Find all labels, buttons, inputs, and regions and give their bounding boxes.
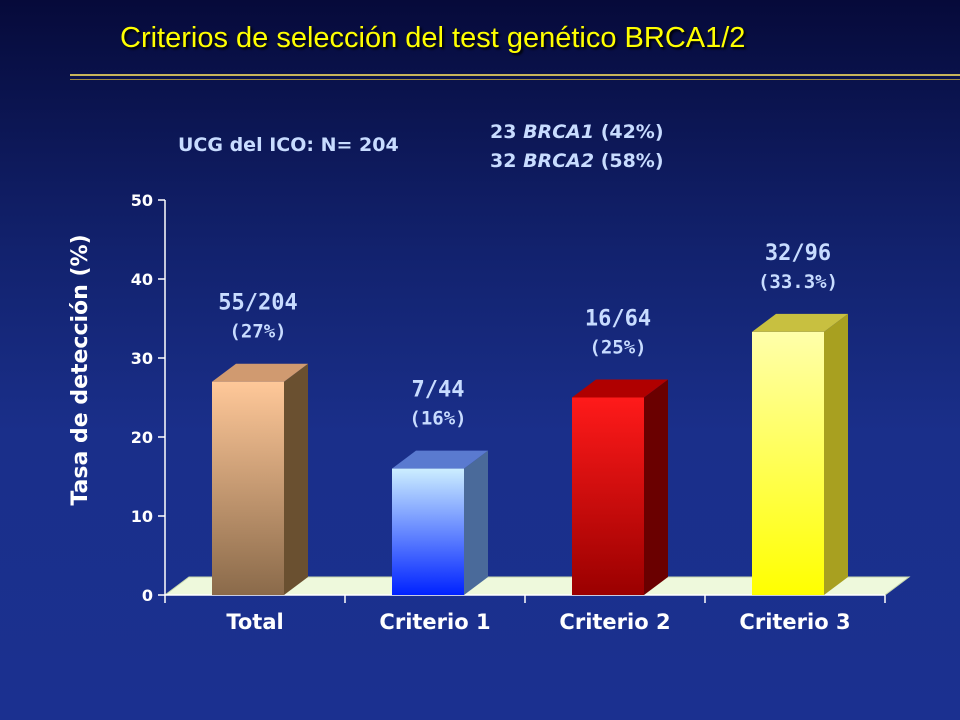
slide-title: Criterios de selección del test genético…	[120, 22, 746, 54]
bar-side	[644, 379, 668, 595]
brca2-pct: (58%)	[600, 150, 664, 172]
y-axis-label: Tasa de detección (%)	[68, 234, 93, 505]
brca2-count: 32	[490, 150, 517, 172]
x-tick-label: Total	[226, 610, 283, 634]
data-label-percent: (33.3%)	[758, 271, 838, 293]
bar	[212, 381, 284, 595]
bar-side	[824, 313, 848, 595]
y-tick-label: 30	[131, 349, 153, 368]
bar	[752, 331, 824, 595]
data-label-fraction: 16/64	[585, 307, 651, 332]
y-tick-label: 10	[131, 507, 153, 526]
brca1-count: 23	[490, 121, 517, 143]
brca1-pct: (42%)	[600, 121, 664, 143]
brca1-gene: BRCA1	[523, 121, 595, 143]
brca1-line: 23 BRCA1 (42%)	[490, 118, 664, 147]
title-rule	[70, 74, 960, 76]
bar-side	[284, 363, 308, 595]
bar-top	[572, 379, 668, 398]
brca2-line: 32 BRCA2 (58%)	[490, 147, 664, 176]
y-tick-label: 0	[142, 586, 153, 605]
cohort-label: UCG del ICO: N= 204	[178, 134, 399, 156]
y-tick-label: 50	[131, 191, 153, 210]
x-tick-label: Criterio 1	[379, 610, 490, 634]
x-tick-label: Criterio 3	[739, 610, 850, 634]
title-rule-thin	[70, 79, 960, 80]
bar	[392, 468, 464, 595]
bar-top	[392, 450, 488, 469]
bar-side	[464, 450, 488, 595]
brca2-gene: BRCA2	[523, 150, 595, 172]
data-label-percent: (16%)	[409, 408, 466, 430]
bar-top	[752, 313, 848, 332]
data-label-fraction: 32/96	[765, 241, 831, 266]
y-tick-label: 40	[131, 270, 153, 289]
data-label-percent: (27%)	[229, 321, 286, 343]
data-label-percent: (25%)	[589, 337, 646, 359]
bar	[572, 397, 644, 595]
brca-breakdown: 23 BRCA1 (42%) 32 BRCA2 (58%)	[490, 118, 664, 176]
data-label-fraction: 55/204	[218, 291, 297, 316]
data-label-fraction: 7/44	[412, 378, 465, 403]
y-tick-label: 20	[131, 428, 153, 447]
x-tick-label: Criterio 2	[559, 610, 670, 634]
bar-top	[212, 363, 308, 382]
